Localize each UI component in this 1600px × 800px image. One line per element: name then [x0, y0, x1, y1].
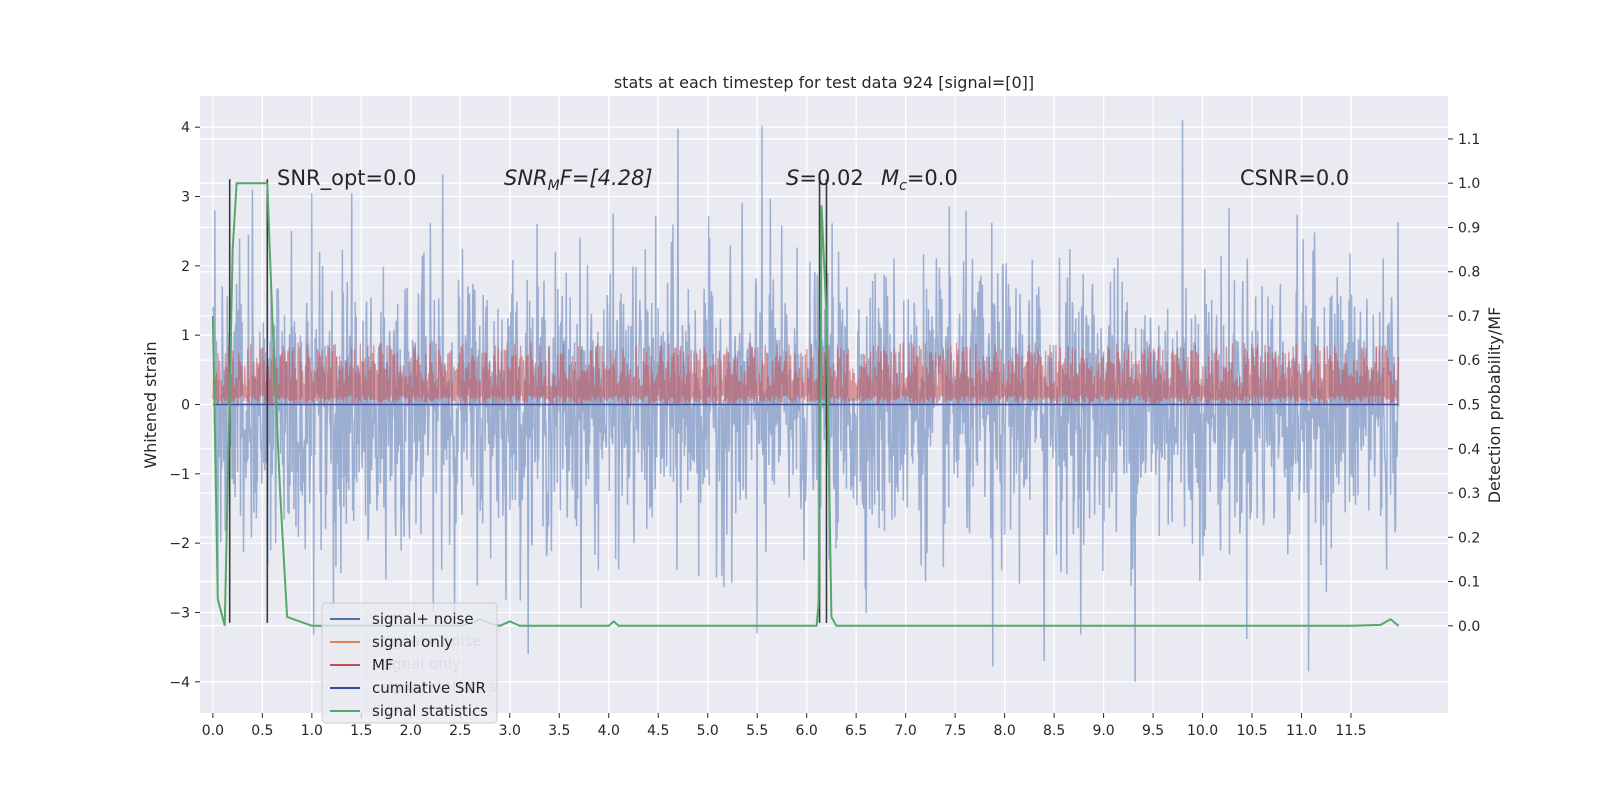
x-tick-label: 0.0	[202, 723, 224, 739]
x-tick-label: 1.5	[350, 723, 372, 739]
legend-items: signal+ noise signal only MF cumilative SNR…	[330, 610, 488, 720]
x-tick-label: 9.5	[1142, 723, 1164, 739]
legend-label: signal statistics	[372, 702, 488, 720]
y2-tick-label: 0.3	[1458, 486, 1480, 502]
y2-tick-label: 0.2	[1458, 530, 1480, 546]
y2-tick-label: 0.6	[1458, 353, 1480, 369]
y-axis-label: Whitened strain	[141, 341, 160, 468]
y-tick-label: 0	[181, 398, 190, 414]
y-tick-label: 2	[181, 259, 190, 275]
annotations: SNR_opt=0.0 SNRMF=[4.28] S=0.02 Mc=0.0 C…	[277, 166, 1349, 194]
y-tick-label: 1	[181, 328, 190, 344]
x-tick-label: 6.5	[845, 723, 867, 739]
y-tick-label: −2	[169, 536, 190, 552]
y2-tick-label: 0.7	[1458, 309, 1480, 325]
y2-tick-label: 0.9	[1458, 220, 1480, 236]
annotation-s: S=0.02	[786, 166, 864, 190]
legend-label: cumilative SNR	[372, 679, 486, 697]
x-tick-label: 10.0	[1187, 723, 1218, 739]
y2-tick-label: 1.0	[1458, 176, 1480, 192]
x-tick-label: 6.0	[796, 723, 818, 739]
y-axis-ticks: 4 3 2 1 0 −1 −2 −3 −4	[169, 120, 200, 691]
x-tick-label: 2.0	[400, 723, 422, 739]
x-tick-label: 3.5	[548, 723, 570, 739]
x-tick-label: 11.5	[1335, 723, 1366, 739]
y2-tick-label: 0.4	[1458, 442, 1480, 458]
annotation-snr-mf-subscript: M	[548, 178, 560, 194]
y2-tick-label: 0.5	[1458, 398, 1480, 414]
legend-label: signal+ noise	[372, 610, 474, 628]
x-tick-label: 2.5	[449, 723, 471, 739]
x-tick-label: 5.0	[697, 723, 719, 739]
signal-statistics-series	[211, 182, 1400, 627]
y2-axis-label: Detection probability/MF	[1485, 307, 1504, 504]
y-tick-label: 3	[181, 190, 190, 206]
x-tick-label: 1.0	[301, 723, 323, 739]
x-tick-label: 7.5	[944, 723, 966, 739]
x-tick-label: 9.0	[1092, 723, 1114, 739]
annotation-mc: Mc=0.0	[881, 166, 958, 194]
x-tick-label: 8.0	[993, 723, 1015, 739]
annotation-s-symbol: S	[786, 166, 799, 190]
x-tick-label: 10.5	[1236, 723, 1267, 739]
signal-noise-series	[212, 120, 1400, 682]
chart-title: stats at each timestep for test data 924…	[614, 73, 1034, 92]
mf-line	[212, 342, 1400, 405]
annotation-csnr: CSNR=0.0	[1240, 166, 1349, 190]
x-tick-label: 0.5	[251, 723, 273, 739]
y2-tick-label: 0.8	[1458, 265, 1480, 281]
y2-axis-ticks: 1.1 1.0 0.9 0.8 0.7 0.6 0.5 0.4 0.3 0.2 0.1 0.0	[1448, 132, 1480, 635]
annotation-snr-mf-value: F=[4.28]	[560, 166, 653, 190]
signal-noise-line	[212, 120, 1400, 682]
y2-tick-label: 0.1	[1458, 575, 1480, 591]
x-axis-ticks: 0.0 0.5 1.0 1.5 2.0 2.5 3.0 3.5 4.0 4.5 5.0 5.5 6.0 6…	[202, 713, 1367, 739]
x-tick-label: 11.0	[1286, 723, 1317, 739]
y-tick-label: −3	[169, 605, 190, 621]
annotation-mc-subscript: c	[899, 178, 907, 194]
annotation-mc-value: =0.0	[907, 166, 958, 190]
annotation-snr-mf-symbol: SNR	[504, 166, 548, 190]
legend-box	[321, 602, 498, 724]
annotation-mc-symbol: M	[881, 166, 899, 190]
mf-series	[212, 342, 1400, 405]
x-tick-label: 4.5	[647, 723, 669, 739]
x-tick-label: 8.5	[1043, 723, 1065, 739]
x-tick-label: 5.5	[746, 723, 768, 739]
legend: signal+ noise signal only signal statistic…	[321, 602, 498, 724]
y2-tick-label: 0.0	[1458, 619, 1480, 635]
x-tick-label: 3.0	[499, 723, 521, 739]
legend-label: signal only	[372, 633, 453, 651]
y-tick-label: −1	[169, 467, 190, 483]
y-tick-label: −4	[169, 675, 190, 691]
x-tick-label: 7.0	[895, 723, 917, 739]
annotation-snr-mf: SNRMF=[4.28]	[504, 166, 653, 194]
y-tick-label: 4	[181, 120, 190, 136]
signal-statistics-line	[211, 182, 1400, 627]
annotation-s-value: =0.02	[799, 166, 863, 190]
x-tick-label: 4.0	[598, 723, 620, 739]
annotation-snr-opt: SNR_opt=0.0	[277, 166, 417, 191]
legend-label: MF	[372, 656, 394, 674]
y2-tick-label: 1.1	[1458, 132, 1480, 148]
